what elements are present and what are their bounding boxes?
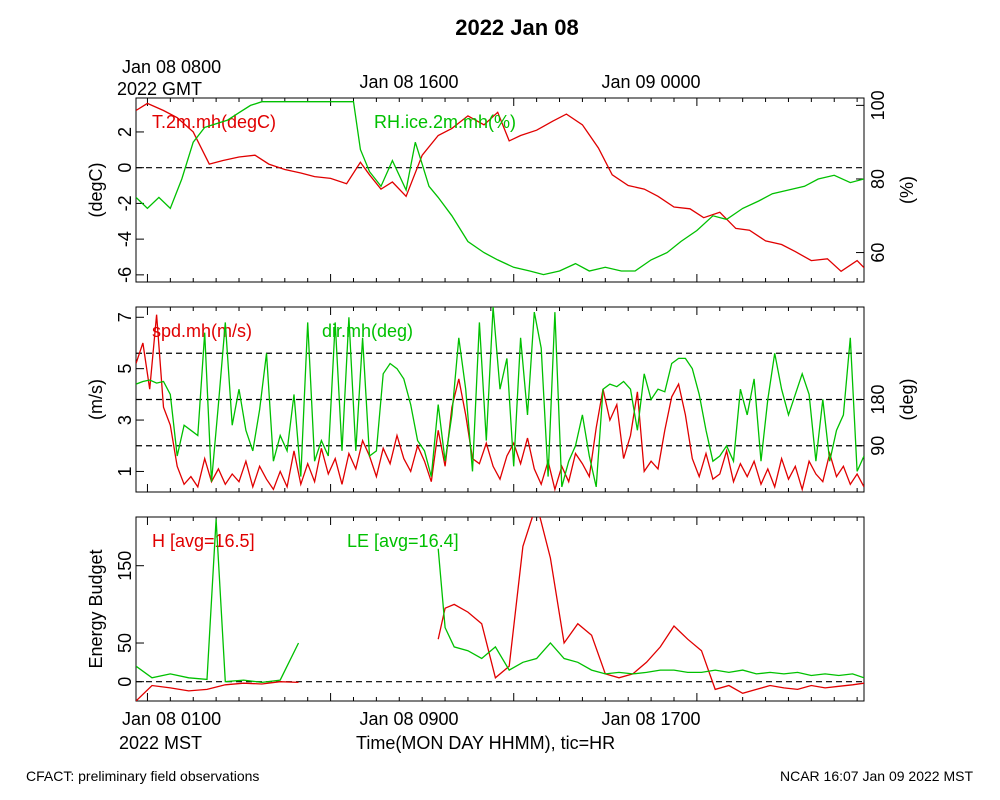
series-label: LE [avg=16.4] — [347, 531, 459, 551]
footer-timestamp: NCAR 16:07 Jan 09 2022 MST — [780, 768, 973, 784]
series-line-b — [136, 519, 300, 684]
top-axis-origin-timezone: 2022 GMT — [117, 79, 203, 99]
chart-title: 2022 Jan 08 — [455, 15, 579, 40]
series-line-a — [136, 314, 864, 492]
y-tick-label-right: 80 — [868, 169, 888, 189]
y-axis-title-left: (degC) — [86, 162, 106, 217]
panel-temperature-humidity-frame — [135, 97, 865, 283]
series-line-b — [136, 101, 864, 276]
series-line-b — [136, 307, 864, 488]
y-tick-label-left: 0 — [115, 677, 135, 687]
x-axis-title: Time(MON DAY HHMM), tic=HR — [356, 733, 616, 753]
bottom-axis-label-2: Jan 08 1700 — [601, 709, 701, 729]
y-tick-label-left: -4 — [115, 231, 135, 247]
y-tick-label-left: 0 — [115, 163, 135, 173]
y-tick-label-right: 60 — [868, 243, 888, 263]
y-tick-label-left: 2 — [115, 127, 135, 137]
y-axis-title-right: (deg) — [897, 378, 917, 420]
panel-energy-budget-frame — [135, 516, 865, 702]
series-label: spd.mh(m/s) — [152, 321, 252, 341]
series-line-b — [437, 548, 864, 679]
series-label: T.2m.mh(degC) — [152, 112, 276, 132]
series-line-a — [136, 102, 864, 273]
y-tick-label-left: 150 — [115, 551, 135, 581]
y-tick-label-left: 1 — [115, 466, 135, 476]
y-tick-label-left: 7 — [115, 312, 135, 322]
y-tick-label-left: 3 — [115, 415, 135, 425]
y-axis-title-left: (m/s) — [86, 379, 106, 420]
y-axis-title-right: (%) — [897, 176, 917, 204]
y-tick-label-left: 50 — [115, 633, 135, 653]
bottom-axis-origin-label: Jan 08 0100 — [122, 709, 222, 729]
top-axis-origin-label: Jan 08 0800 — [122, 57, 222, 77]
top-axis-label-2: Jan 09 0000 — [601, 72, 701, 92]
series-label: H [avg=16.5] — [152, 531, 255, 551]
y-axis-title-left: Energy Budget — [86, 549, 106, 668]
bottom-axis-label-1: Jan 08 0900 — [359, 709, 459, 729]
top-axis-label-1: Jan 08 1600 — [359, 72, 459, 92]
y-tick-label-right: 90 — [868, 436, 888, 456]
y-tick-label-right: 100 — [868, 90, 888, 120]
y-tick-label-left: -6 — [115, 267, 135, 283]
series-label: dir.mh(deg) — [322, 321, 413, 341]
y-tick-label-left: 5 — [115, 364, 135, 374]
footer-source-note: CFACT: preliminary field observations — [26, 768, 260, 784]
series-line-a — [437, 517, 864, 694]
y-tick-label-right: 180 — [868, 384, 888, 414]
series-line-a — [136, 681, 299, 701]
bottom-axis-origin-timezone: 2022 MST — [119, 733, 203, 753]
y-tick-label-left: -2 — [115, 195, 135, 211]
series-label: RH.ice.2m.mh(%) — [374, 112, 516, 132]
